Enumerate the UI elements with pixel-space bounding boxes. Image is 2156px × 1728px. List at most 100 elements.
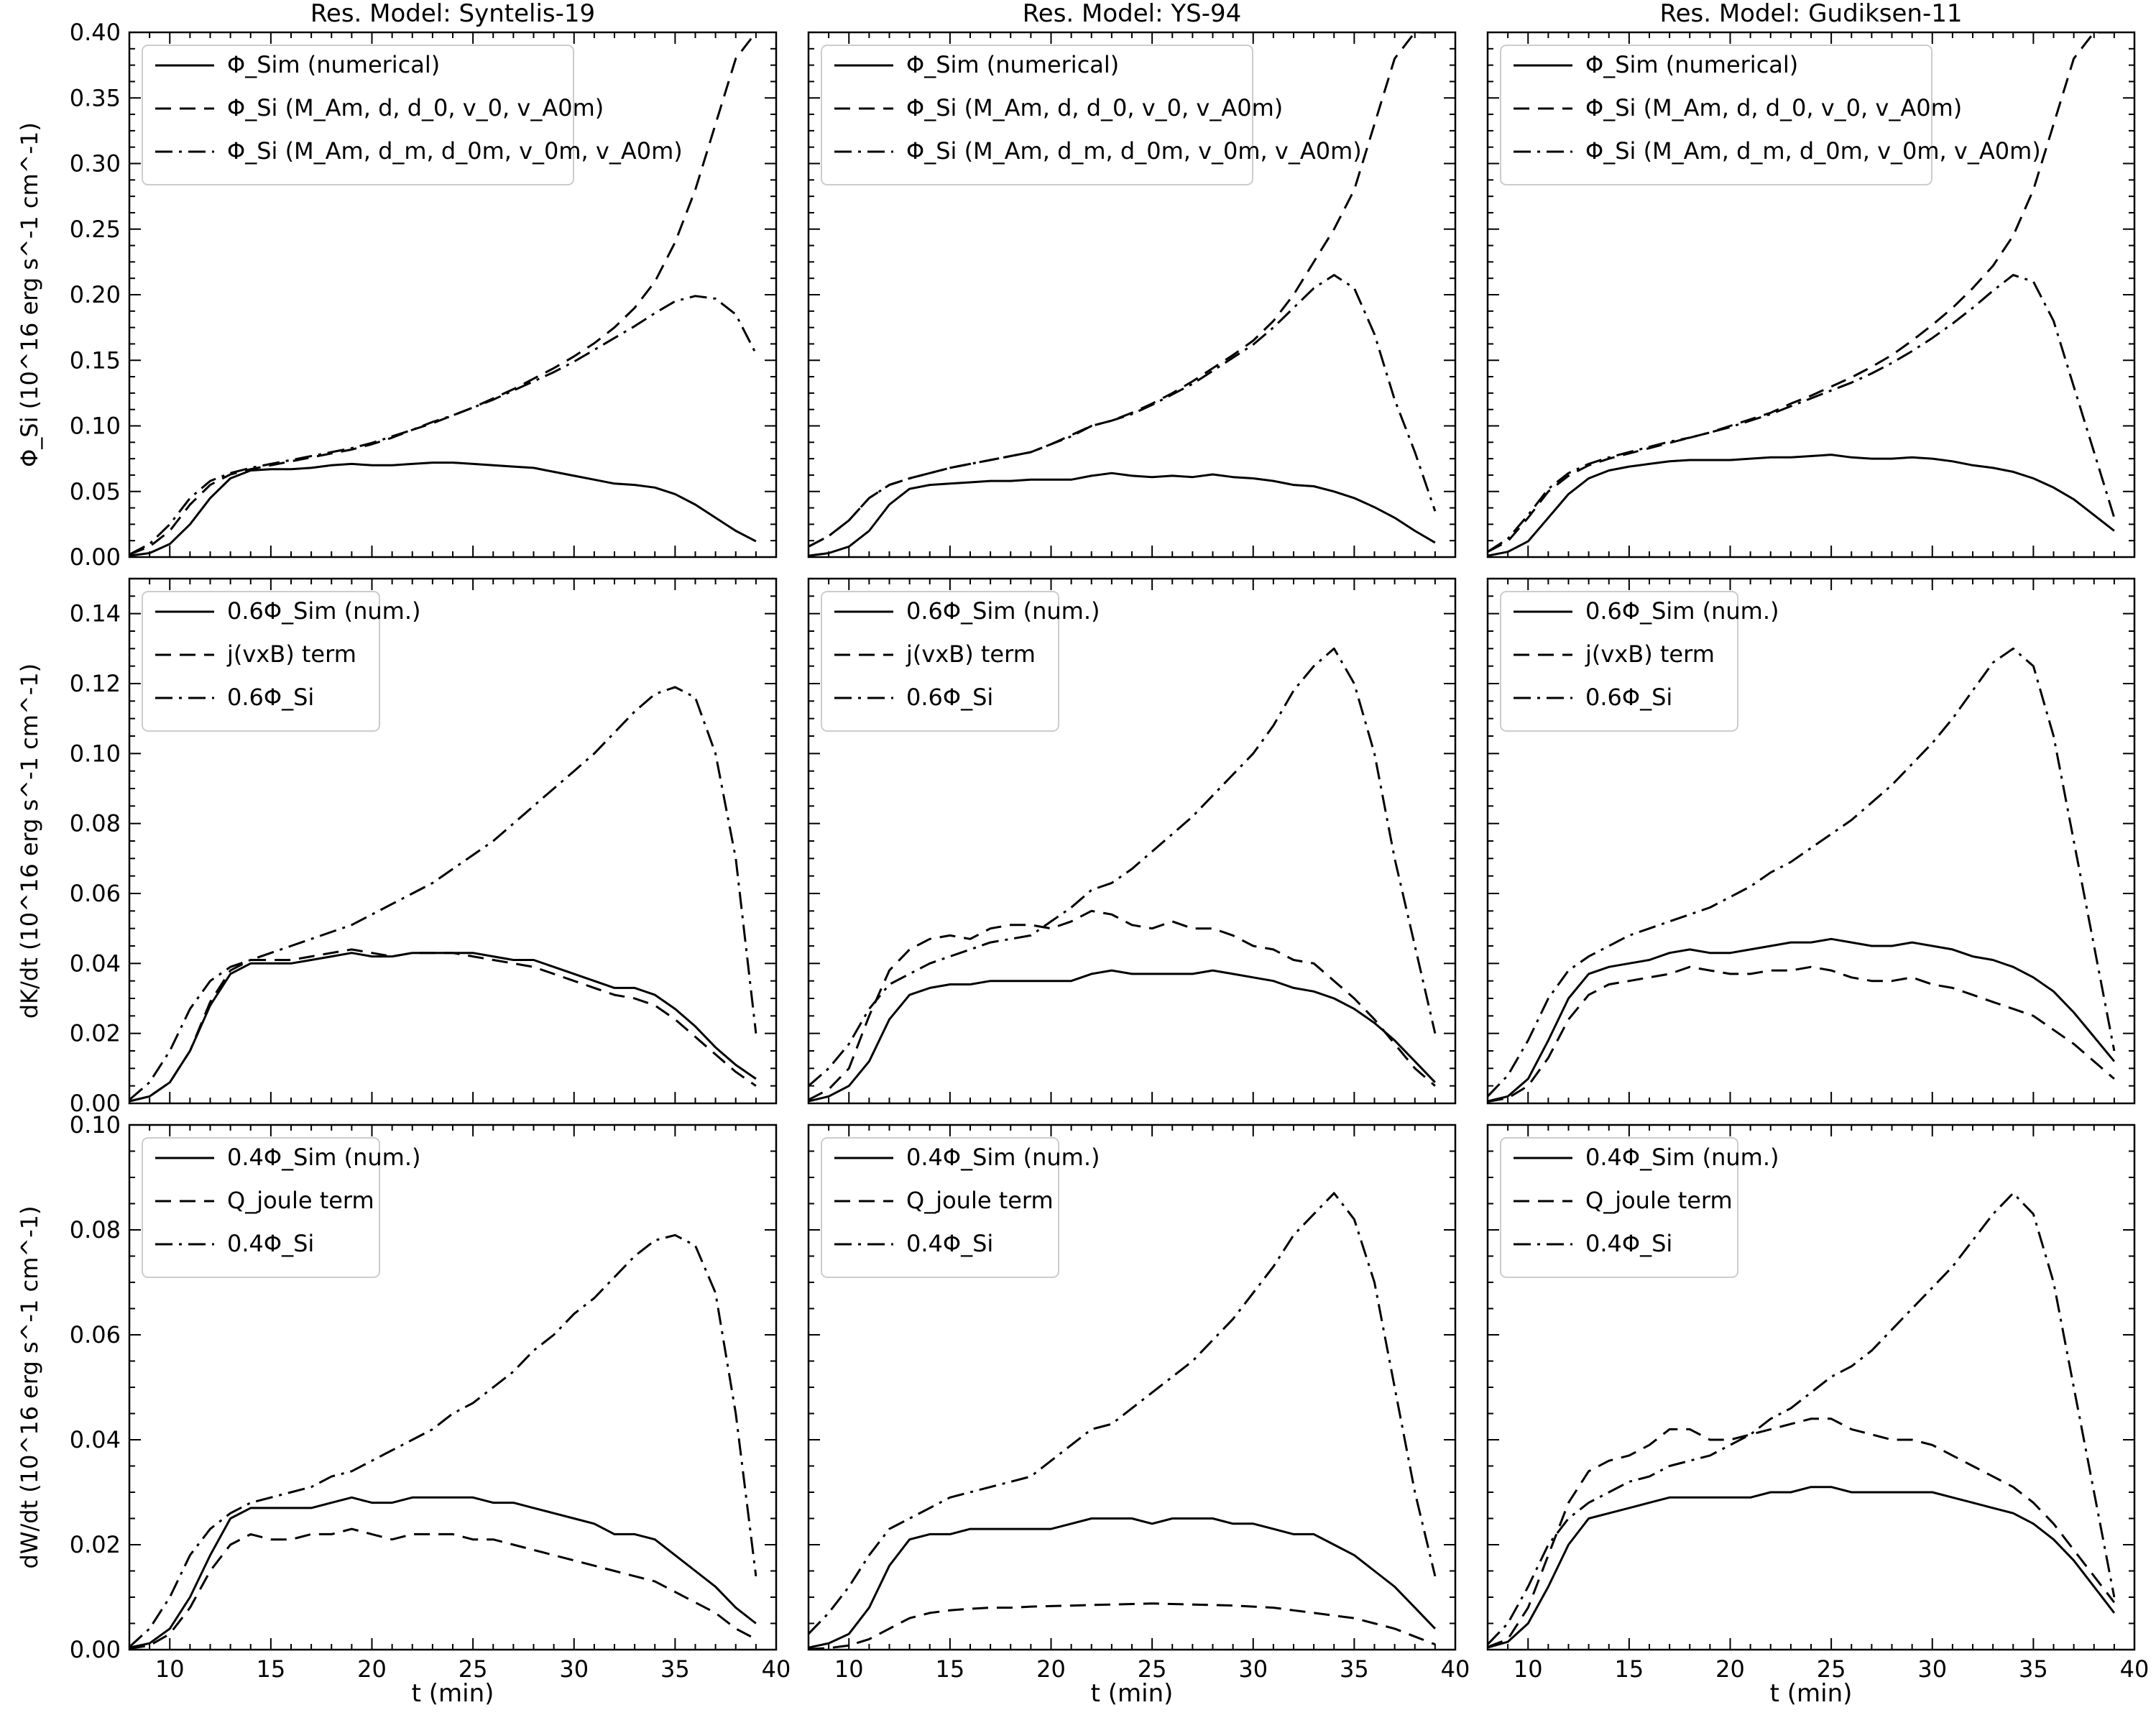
series-line-solid bbox=[808, 1517, 1436, 1649]
y-tick-label: 0.14 bbox=[70, 600, 121, 628]
series-group bbox=[1488, 647, 2116, 1103]
x-tick-label: 20 bbox=[1715, 1655, 1745, 1683]
series-line-solid bbox=[129, 1496, 757, 1649]
legend-frame bbox=[821, 1137, 1059, 1278]
y-tick-label: 0.30 bbox=[70, 150, 121, 178]
x-tick-label: 30 bbox=[1238, 1655, 1268, 1683]
series-line-dashdot bbox=[1488, 274, 2116, 553]
legend-label: 0.6Φ_Sim (num.) bbox=[1585, 597, 1779, 625]
legend-label: Φ_Si (M_Am, d_m, d_0m, v_0m, v_A0m) bbox=[227, 137, 683, 165]
series-line-dashdot bbox=[808, 647, 1437, 1087]
legend: 0.6Φ_Sim (num.) j(vxB) term 0.6Φ_Si bbox=[1500, 591, 1779, 732]
legend: Φ_Sim (numerical) Φ_Si (M_Am, d, d_0, v_0… bbox=[821, 45, 1362, 185]
series-line-dashed bbox=[808, 909, 1436, 1101]
panel-row2-col0: 10 15 20 25 30 35 40 t (min) 0.00 0.02 0.04 0.06 0.0… bbox=[16, 1111, 791, 1708]
legend-label: Φ_Sim (numerical) bbox=[1585, 51, 1798, 78]
legend-label: Φ_Sim (numerical) bbox=[906, 51, 1119, 78]
series-line-dashdot bbox=[1488, 647, 2116, 1098]
legend-label: 0.6Φ_Sim (num.) bbox=[906, 597, 1100, 625]
series-group bbox=[808, 1192, 1437, 1650]
legend: 0.4Φ_Sim (num.) Q_joule term 0.4Φ_Si bbox=[1500, 1137, 1779, 1278]
y-tick-label: 0.02 bbox=[70, 1531, 121, 1558]
y-tick-label: 0.00 bbox=[70, 543, 121, 571]
legend: Φ_Sim (numerical) Φ_Si (M_Am, d, d_0, v_0… bbox=[1500, 45, 2041, 185]
series-group bbox=[808, 647, 1437, 1103]
y-tick-label: 0.10 bbox=[70, 413, 121, 440]
legend-label: Q_joule term bbox=[906, 1187, 1054, 1214]
panel-row2-col2: 10 15 20 25 30 35 40 t (min) 0.4Φ_Sim (num.) Q_jo… bbox=[1486, 1123, 2150, 1708]
x-tick-label: 25 bbox=[1817, 1655, 1846, 1683]
series-line-solid bbox=[129, 461, 757, 557]
legend: 0.6Φ_Sim (num.) j(vxB) term 0.6Φ_Si bbox=[142, 591, 421, 732]
legend-label: Φ_Si (M_Am, d, d_0, v_0, v_A0m) bbox=[227, 94, 604, 121]
series-group bbox=[129, 686, 757, 1103]
legend-label: 0.4Φ_Si bbox=[227, 1230, 314, 1257]
x-tick-label: 15 bbox=[257, 1655, 286, 1683]
legend-label: 0.6Φ_Si bbox=[227, 684, 314, 711]
series-line-dashed bbox=[1488, 965, 2115, 1103]
column-title: Res. Model: Gudiksen-11 bbox=[1659, 0, 1962, 28]
y-tick-label: 0.06 bbox=[70, 880, 121, 907]
series-line-dashdot bbox=[808, 274, 1437, 548]
legend-label: Φ_Sim (numerical) bbox=[227, 51, 440, 78]
x-tick-label: 40 bbox=[2120, 1655, 2150, 1683]
series-line-dashdot bbox=[808, 1192, 1437, 1635]
y-tick-label: 0.00 bbox=[70, 1090, 121, 1117]
legend-label: 0.4Φ_Si bbox=[906, 1230, 993, 1257]
series-line-dashed bbox=[129, 1527, 757, 1650]
panel-row0-col1: Φ_Sim (numerical) Φ_Si (M_Am, d, d_0, v_0… bbox=[807, 31, 1457, 559]
series-group bbox=[808, 32, 1437, 557]
legend-label: j(vxB) term bbox=[906, 640, 1036, 668]
legend-label: Q_joule term bbox=[1585, 1187, 1733, 1214]
y-tick-label: 0.12 bbox=[70, 670, 121, 697]
x-tick-label: 10 bbox=[834, 1655, 864, 1683]
legend: Φ_Sim (numerical) Φ_Si (M_Am, d, d_0, v_0… bbox=[142, 45, 683, 185]
y-tick-label: 0.08 bbox=[70, 1216, 121, 1244]
series-group bbox=[1488, 32, 2116, 557]
series-line-dashed bbox=[1488, 1417, 2116, 1648]
y-tick-label: 0.02 bbox=[70, 1020, 121, 1047]
series-group bbox=[129, 1233, 757, 1650]
panel-row1-col1: 0.6Φ_Sim (num.) j(vxB) term 0.6Φ_Si bbox=[807, 577, 1457, 1105]
panel-row0-col0: 0.00 0.05 0.10 0.15 0.20 0.25 0.30 0.35 0.40 Φ_Si… bbox=[16, 19, 778, 571]
legend-label: j(vxB) term bbox=[226, 640, 356, 668]
y-tick-label: 0.00 bbox=[70, 1636, 121, 1663]
x-tick-label: 35 bbox=[2019, 1655, 2048, 1683]
column-title: Res. Model: Syntelis-19 bbox=[310, 0, 595, 28]
series-line-dashdot bbox=[1488, 1192, 2116, 1645]
y-axis-label: dW/dt (10^16 erg s^-1 cm^-1) bbox=[16, 1206, 43, 1569]
x-tick-label: 25 bbox=[1138, 1655, 1167, 1683]
x-axis-label: t (min) bbox=[1091, 1679, 1174, 1708]
x-axis-label: t (min) bbox=[412, 1679, 494, 1708]
legend-label: Φ_Si (M_Am, d_m, d_0m, v_0m, v_A0m) bbox=[1585, 137, 2041, 165]
series-line-solid bbox=[1488, 454, 2115, 557]
panel-row2-col1: 10 15 20 25 30 35 40 t (min) 0.4Φ_Sim (num.) Q_jo… bbox=[807, 1123, 1470, 1708]
x-tick-label: 30 bbox=[1917, 1655, 1947, 1683]
series-line-dashdot bbox=[129, 295, 757, 556]
legend-label: 0.4Φ_Si bbox=[1585, 1230, 1672, 1257]
column-title: Res. Model: YS-94 bbox=[1023, 0, 1242, 28]
series-line-dashdot bbox=[129, 1233, 757, 1648]
series-line-dashed bbox=[1488, 32, 2114, 553]
legend-label: 0.6Φ_Sim (num.) bbox=[227, 597, 421, 625]
y-tick-label: 0.05 bbox=[70, 478, 121, 505]
series-line-solid bbox=[129, 952, 757, 1103]
legend-frame bbox=[142, 1137, 380, 1278]
panel-row1-col0: 0.00 0.02 0.04 0.06 0.08 0.10 0.12 0.14 dK/dt (1… bbox=[16, 577, 778, 1117]
x-tick-label: 35 bbox=[1340, 1655, 1369, 1683]
x-tick-label: 40 bbox=[1441, 1655, 1470, 1683]
x-tick-label: 10 bbox=[1514, 1655, 1543, 1683]
legend-label: Φ_Si (M_Am, d, d_0, v_0, v_A0m) bbox=[1585, 94, 1962, 121]
legend-label: 0.4Φ_Sim (num.) bbox=[227, 1144, 421, 1171]
y-tick-label: 0.04 bbox=[70, 1426, 121, 1453]
legend-frame bbox=[821, 45, 1253, 185]
series-line-dashed bbox=[808, 1602, 1436, 1650]
legend-frame bbox=[1500, 1137, 1738, 1278]
legend-frame bbox=[1500, 45, 1932, 185]
x-tick-label: 40 bbox=[762, 1655, 791, 1683]
legend-label: 0.6Φ_Si bbox=[1585, 684, 1672, 711]
panel-row1-col2: 0.6Φ_Sim (num.) j(vxB) term 0.6Φ_Si bbox=[1486, 577, 2136, 1105]
y-tick-label: 0.40 bbox=[70, 19, 121, 46]
y-tick-label: 0.35 bbox=[70, 84, 121, 111]
y-axis-label: Φ_Si (10^16 erg s^-1 cm^-1) bbox=[16, 122, 43, 467]
